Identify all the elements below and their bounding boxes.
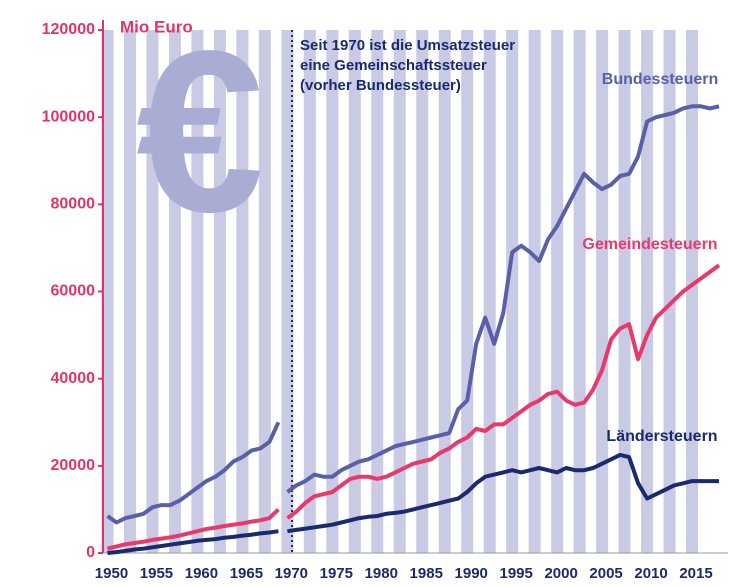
band-stripe xyxy=(303,30,316,553)
x-tick-label: 1985 xyxy=(410,565,443,582)
band-stripe xyxy=(483,30,496,553)
x-tick-label: 2000 xyxy=(544,565,577,582)
grid-line xyxy=(551,30,564,553)
band-stripe xyxy=(528,30,541,553)
y-tick-label: 60000 xyxy=(51,283,96,300)
grid-line xyxy=(101,30,114,553)
series-label: Gemeindesteuern xyxy=(582,236,717,253)
band-stripe xyxy=(393,30,406,553)
x-tick-label: 2010 xyxy=(634,565,667,582)
x-tick-label: 1970 xyxy=(275,565,308,582)
band-stripe xyxy=(258,30,271,553)
grid-line xyxy=(191,30,204,553)
band-stripe xyxy=(618,30,631,553)
annotation: eine Gemeinschaftssteuer xyxy=(300,57,487,74)
series-label: Bundessteuern xyxy=(602,71,718,88)
x-tick-label: 1990 xyxy=(455,565,488,582)
grid-line xyxy=(686,30,699,553)
x-tick-label: 1995 xyxy=(499,565,532,582)
band-stripe xyxy=(438,30,451,553)
grid-line xyxy=(461,30,474,553)
grid-line xyxy=(641,30,654,553)
x-tick-label: 1955 xyxy=(140,565,173,582)
euro-icon: € xyxy=(136,3,264,260)
band-stripe xyxy=(348,30,361,553)
x-tick-label: 1950 xyxy=(95,565,128,582)
grid-line xyxy=(326,30,339,553)
x-tick-label: 1965 xyxy=(230,565,263,582)
y-tick-label: 0 xyxy=(86,544,95,561)
x-tick-label: 1960 xyxy=(185,565,218,582)
band-stripe xyxy=(573,30,586,553)
band-stripe xyxy=(168,30,181,553)
y-tick-label: 40000 xyxy=(51,370,96,387)
x-tick-label: 1975 xyxy=(320,565,353,582)
series-label: Ländersteuern xyxy=(606,428,717,445)
y-tick-label: 80000 xyxy=(51,196,96,213)
grid-line xyxy=(371,30,384,553)
grid-line xyxy=(236,30,249,553)
x-tick-label: 2015 xyxy=(679,565,712,582)
grid-line xyxy=(596,30,609,553)
unit-label: Mio Euro xyxy=(120,17,193,36)
y-tick-label: 100000 xyxy=(42,108,95,125)
grid-line xyxy=(281,30,294,553)
band-stripe xyxy=(123,30,136,553)
grid-line xyxy=(416,30,429,553)
y-tick-label: 120000 xyxy=(42,21,95,38)
grid-line xyxy=(146,30,159,553)
band-stripe xyxy=(213,30,226,553)
series-line xyxy=(107,452,719,555)
series-line xyxy=(106,104,720,525)
x-tick-label: 2005 xyxy=(589,565,622,582)
series-line xyxy=(107,263,721,551)
y-tick-label: 20000 xyxy=(51,457,96,474)
annotation: Seit 1970 ist die Umsatzsteuer xyxy=(300,37,515,54)
annotation: (vorher Bundessteuer) xyxy=(300,77,461,94)
band-stripe xyxy=(663,30,676,553)
x-tick-label: 1980 xyxy=(365,565,398,582)
